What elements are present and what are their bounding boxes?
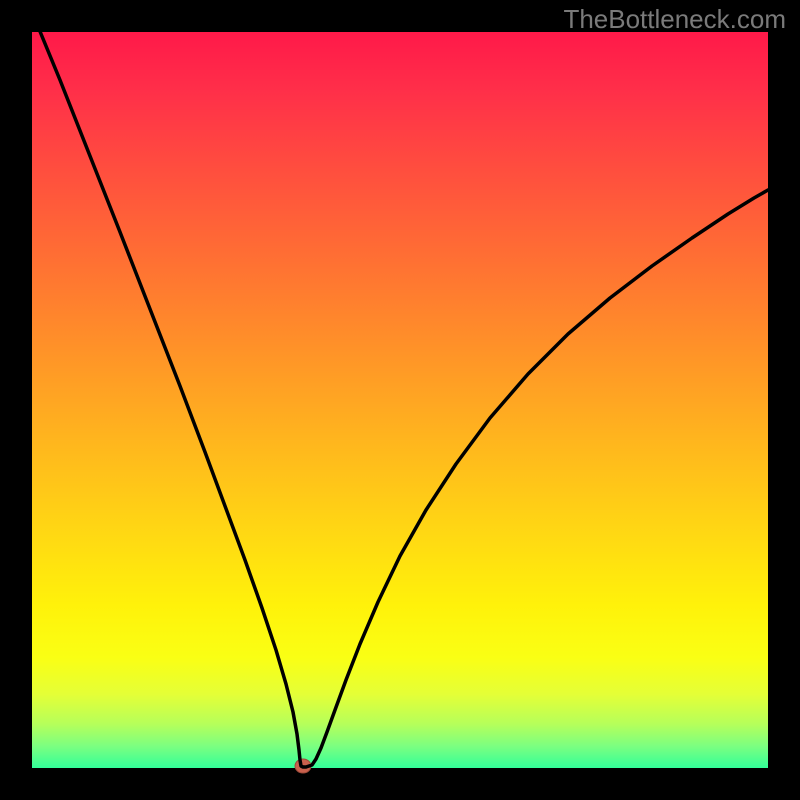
curve-layer: [0, 0, 800, 800]
bottleneck-curve: [32, 12, 768, 767]
chart-stage: TheBottleneck.com: [0, 0, 800, 800]
